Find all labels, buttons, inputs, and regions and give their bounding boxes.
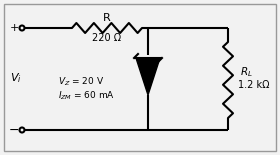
Text: $R_L$: $R_L$ xyxy=(240,65,253,79)
Text: +: + xyxy=(9,23,19,33)
Text: 220 Ω: 220 Ω xyxy=(92,33,122,43)
Text: 1.2 kΩ: 1.2 kΩ xyxy=(238,80,269,90)
FancyBboxPatch shape xyxy=(4,4,276,151)
Text: $I_{ZM}$ = 60 mA: $I_{ZM}$ = 60 mA xyxy=(58,90,115,102)
Text: $V_i$: $V_i$ xyxy=(10,71,22,85)
Text: R: R xyxy=(103,13,111,23)
Text: −: − xyxy=(9,124,19,137)
Polygon shape xyxy=(136,58,160,95)
Text: $V_Z$ = 20 V: $V_Z$ = 20 V xyxy=(58,76,104,88)
